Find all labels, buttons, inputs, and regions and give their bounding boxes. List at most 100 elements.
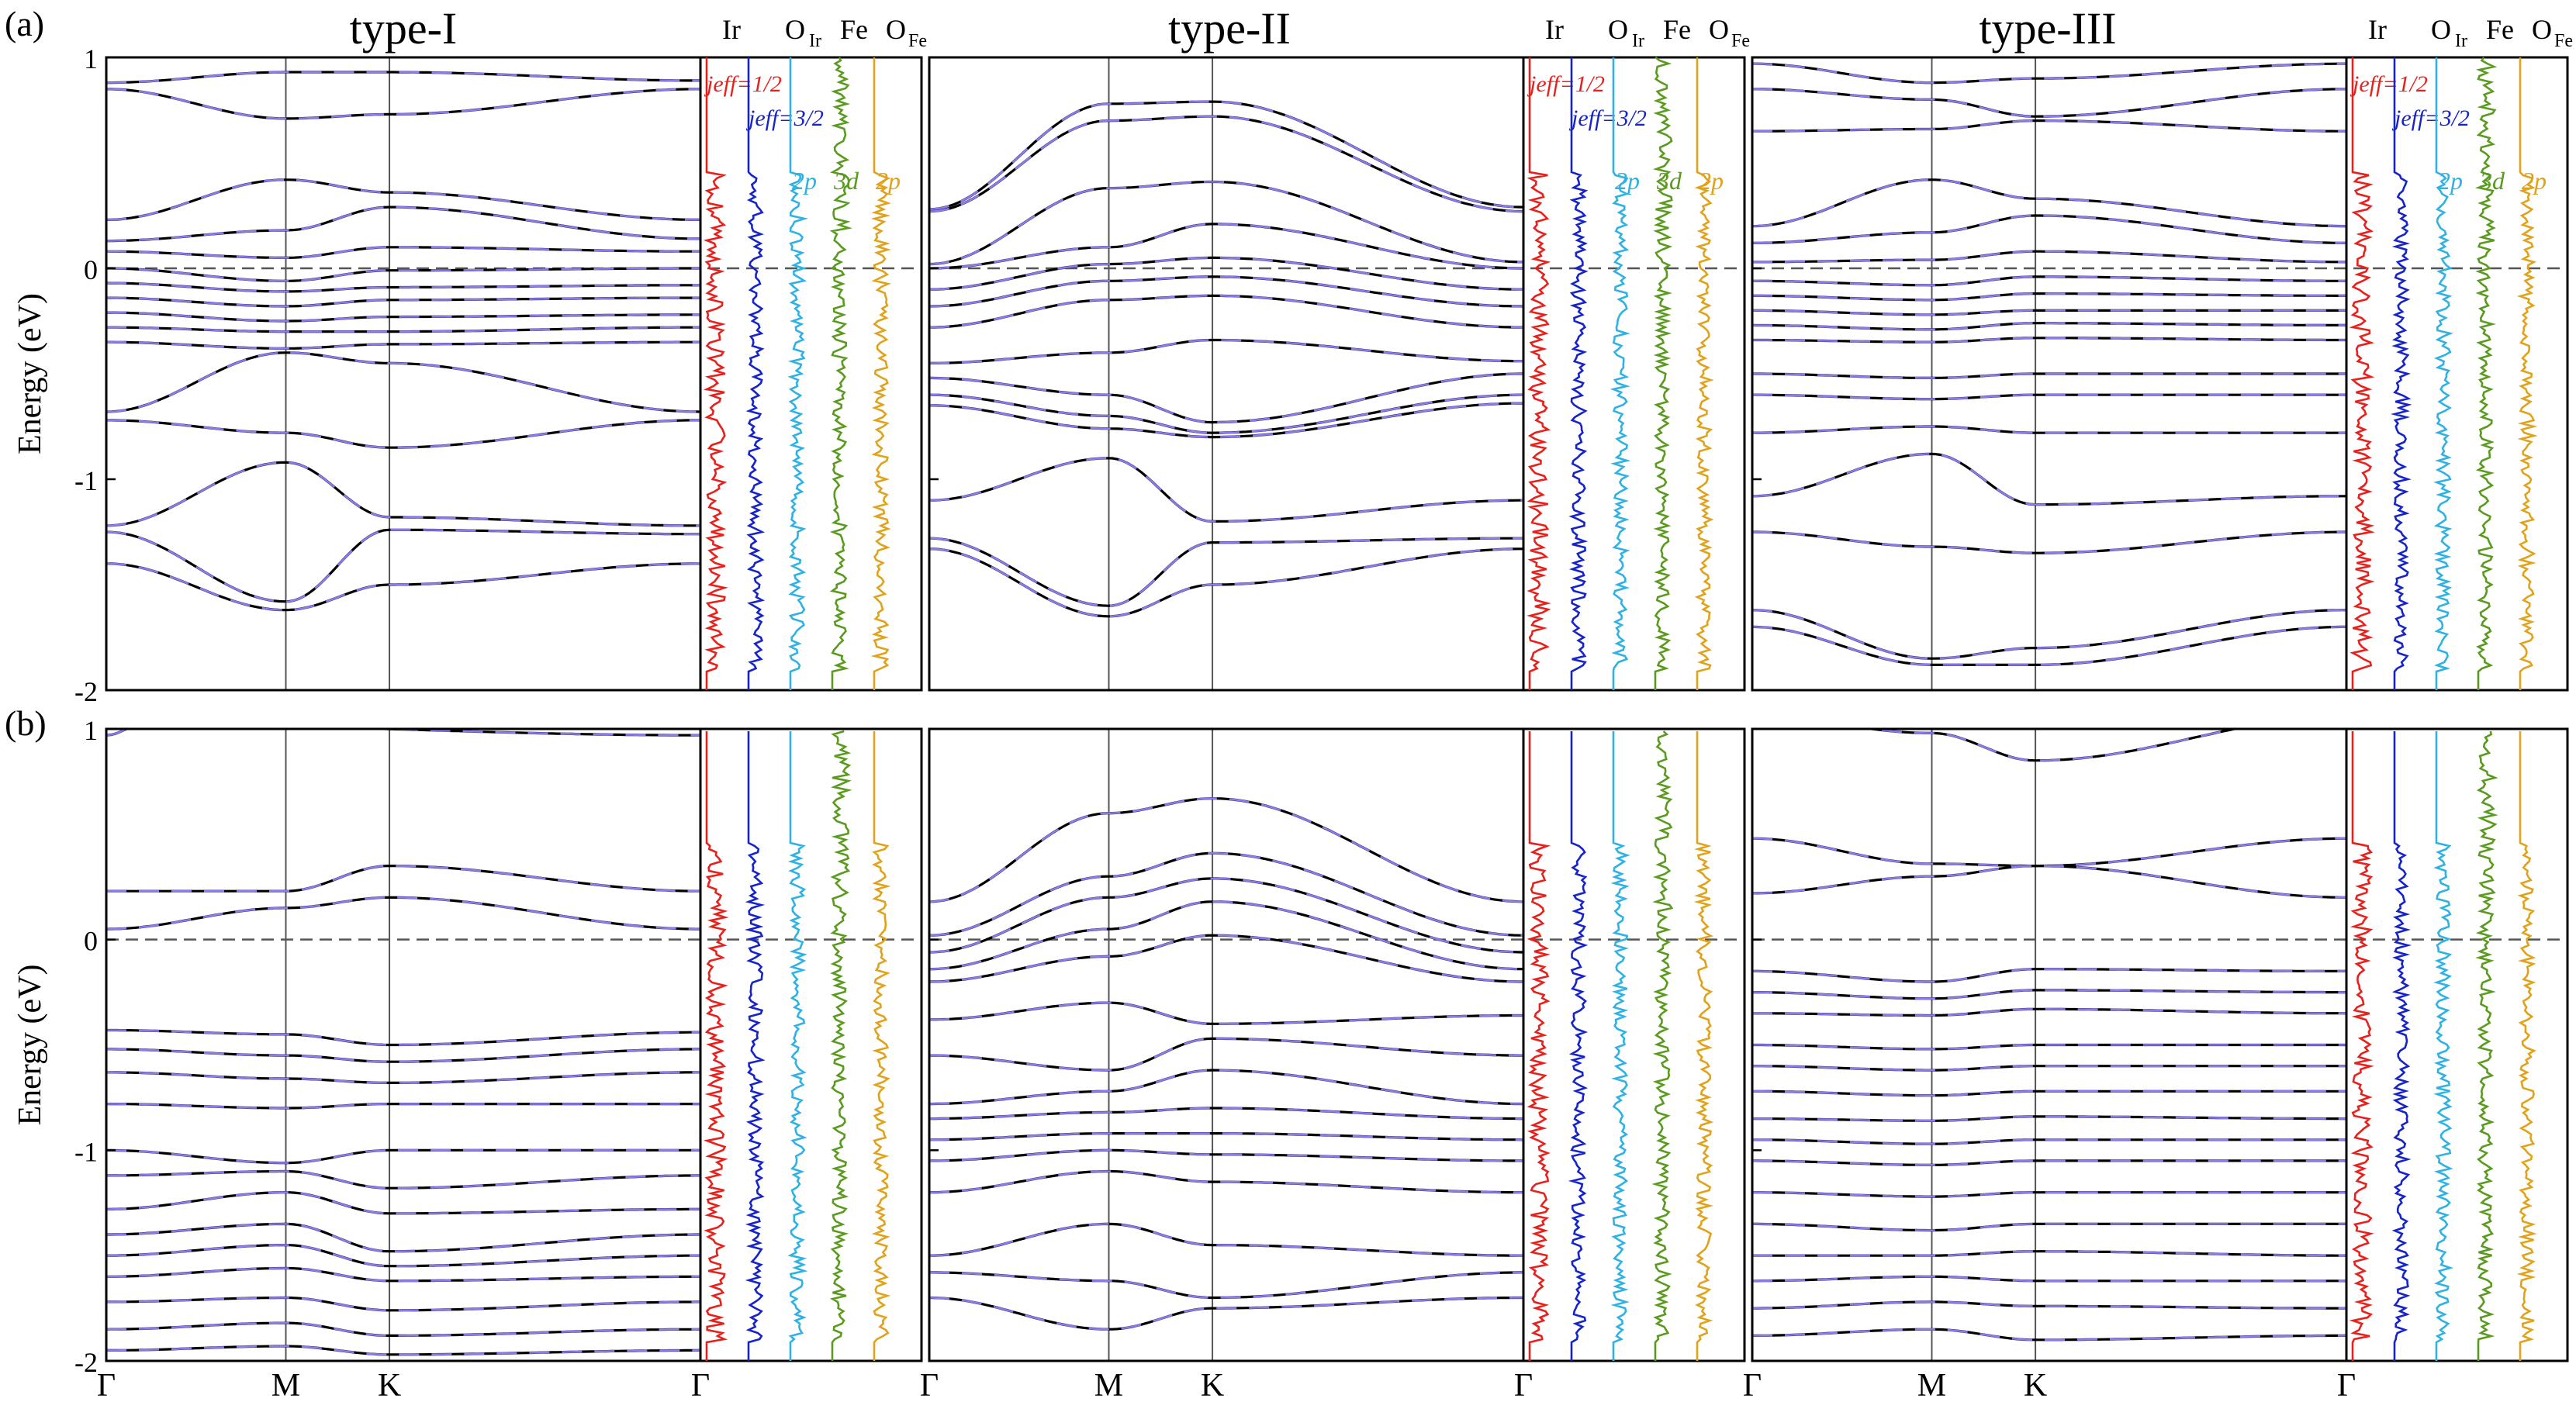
band-line	[929, 934, 1523, 983]
band-line	[929, 115, 1523, 213]
band-line-dashed	[929, 547, 1523, 618]
dos-curve	[2433, 731, 2454, 1361]
dos-header-o-fe: O	[2532, 14, 2552, 45]
dos-header-ir: Ir	[1545, 14, 1564, 45]
band-line-dashed	[929, 372, 1523, 423]
band-line	[106, 1321, 700, 1337]
band-line-dashed	[1752, 214, 2346, 244]
bands	[106, 71, 700, 612]
k-point-label: M	[1094, 1368, 1123, 1402]
k-point-label: Γ	[97, 1368, 116, 1402]
dos-curve	[2349, 731, 2374, 1361]
band-line-dashed	[106, 178, 700, 221]
band-line-dashed	[106, 1321, 700, 1337]
band-line-dashed	[1752, 1065, 2346, 1072]
band-line	[1752, 865, 2346, 899]
band-line	[106, 71, 700, 85]
band-line	[929, 1222, 1523, 1257]
band-line	[929, 256, 1523, 291]
dos-curve	[1568, 731, 1589, 1361]
panel-frame	[1751, 56, 2569, 692]
band-line	[1862, 729, 2242, 762]
dos-strip-b-2	[1527, 730, 1714, 1361]
dos-curve	[1610, 57, 1631, 690]
band-line-dashed	[106, 296, 700, 308]
k-point-label: Γ	[691, 1368, 710, 1402]
band-line-dashed	[1752, 1138, 2346, 1145]
band-line	[106, 528, 700, 603]
band-line	[106, 351, 700, 413]
band-line	[929, 1037, 1523, 1072]
band-line-dashed	[1752, 1159, 2346, 1166]
band-line	[929, 457, 1523, 523]
y-axis-label-a: Energy (eV)	[12, 293, 48, 454]
band-line	[929, 1069, 1523, 1106]
orbital-label-ofe2p: 2p	[876, 167, 901, 195]
dos-header-o-fe: O	[886, 14, 906, 45]
band-line	[1752, 88, 2346, 118]
band-line-dashed	[929, 100, 1523, 211]
k-point-label: K	[2024, 1368, 2047, 1402]
dos-header-o-fe-sub: Fe	[908, 31, 927, 51]
dos-strip-a-1	[703, 57, 891, 690]
panel-frame	[105, 727, 923, 1362]
dos-curve	[2474, 57, 2498, 690]
k-point-label: Γ	[920, 1368, 939, 1402]
band-line-dashed	[106, 1149, 700, 1164]
band-line-dashed	[106, 1071, 700, 1084]
band-line-dashed	[1752, 178, 2346, 227]
dos-header-o-fe-sub: Fe	[1731, 31, 1750, 51]
band-line-dashed	[929, 457, 1523, 523]
band-line-dashed	[106, 205, 700, 242]
dos-curve	[703, 57, 728, 690]
dos-curve	[1653, 56, 1673, 690]
k-point-label: K	[378, 1368, 401, 1402]
y-tick-label: 1	[84, 43, 98, 74]
y-tick-label: -1	[74, 465, 98, 496]
band-line	[106, 1148, 700, 1165]
band-line-dashed	[106, 1029, 700, 1046]
dos-curve	[870, 57, 891, 690]
panel-frame	[928, 727, 1746, 1362]
band-line	[929, 372, 1523, 424]
dos-curve	[745, 57, 766, 690]
band-line-dashed	[106, 311, 700, 323]
band-line-dashed	[1752, 88, 2346, 118]
orbital-label-o2p: 2p	[792, 167, 817, 195]
k-point-label: M	[1917, 1368, 1946, 1402]
dos-curve	[1610, 731, 1630, 1361]
band-line-dashed	[106, 461, 700, 527]
band-line-dashed	[929, 1271, 1523, 1299]
dos-header-o-ir: O	[1608, 14, 1628, 45]
dos-curve	[1568, 57, 1589, 690]
y-tick-label: -2	[74, 676, 98, 707]
panel-title-type-i: type-I	[350, 3, 458, 54]
band-line	[106, 419, 700, 449]
band-line	[1752, 837, 2346, 868]
band-line	[929, 275, 1523, 308]
band-line	[106, 562, 700, 612]
band-line	[106, 246, 700, 259]
dos-header-fe: Fe	[2486, 14, 2514, 45]
band-line	[106, 178, 700, 221]
dos-curve	[829, 57, 852, 690]
band-line	[929, 1271, 1523, 1300]
band-line-dashed	[929, 797, 1523, 903]
band-line-dashed	[1752, 1008, 2346, 1017]
band-line-dashed	[929, 402, 1523, 438]
band-panel-a-2	[928, 56, 1746, 692]
band-line-dashed	[106, 246, 700, 259]
band-line-dashed	[1752, 1044, 2346, 1051]
dos-header-fe: Fe	[1663, 14, 1691, 45]
band-line	[1752, 1328, 2346, 1342]
band-line	[106, 865, 700, 893]
row-label-a: (a)	[5, 4, 44, 43]
band-line-dashed	[106, 326, 700, 333]
dos-header-fe: Fe	[840, 14, 868, 45]
dos-curve	[1651, 730, 1674, 1361]
band-line-dashed	[929, 1038, 1523, 1072]
band-line-dashed	[106, 1191, 700, 1215]
band-line-dashed	[106, 1170, 700, 1190]
band-line-dashed	[106, 419, 700, 449]
dos-header-ir: Ir	[2368, 14, 2387, 45]
